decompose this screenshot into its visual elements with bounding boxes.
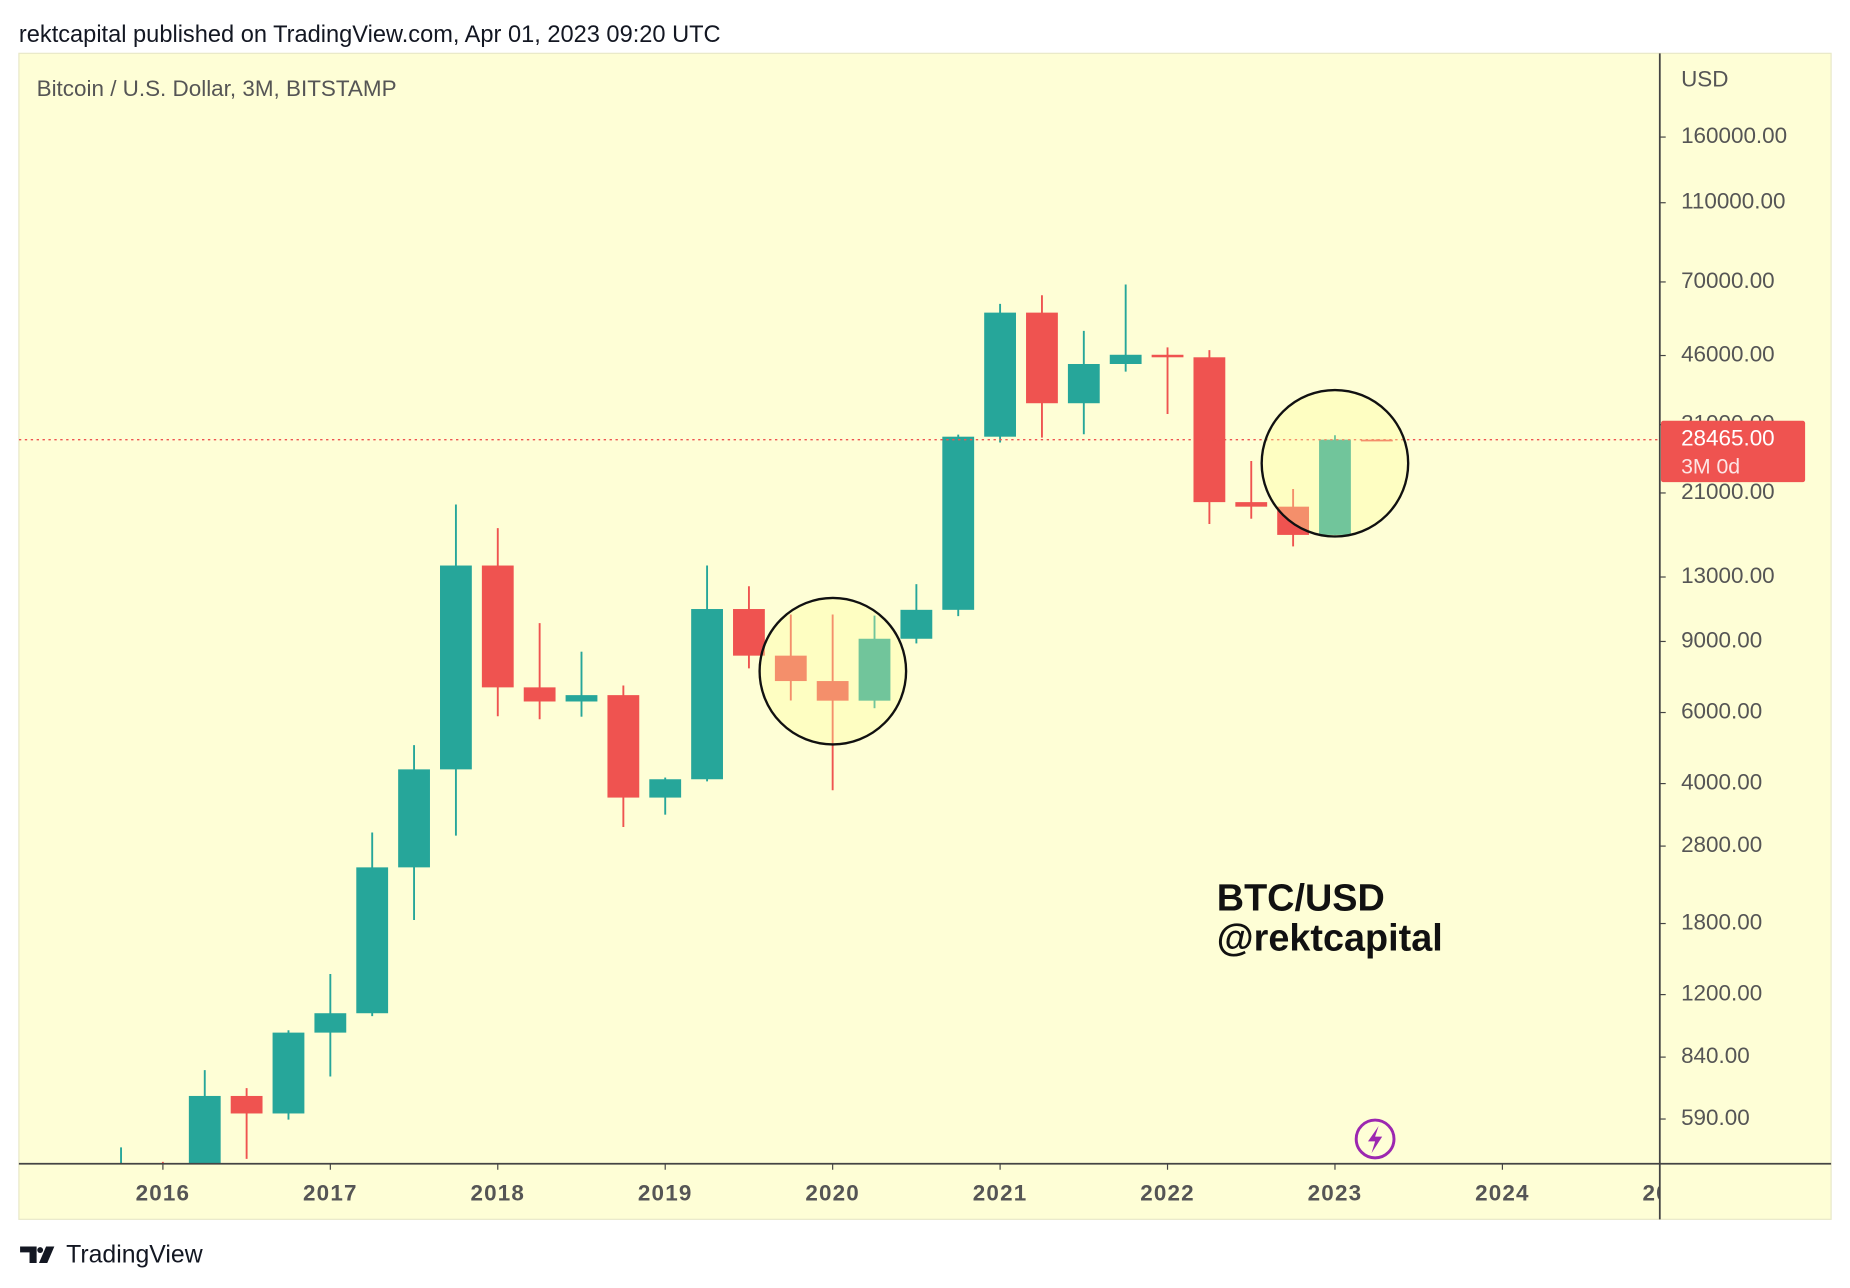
x-tick-label: 2017 (303, 1180, 358, 1205)
x-axis: 2016 2017 2018 2019 2020 2021 2022 2023 2024 2025 (136, 1163, 1698, 1205)
candle-body (607, 695, 640, 798)
x-tick-label: 2021 (973, 1180, 1028, 1205)
candle-body (314, 1013, 347, 1033)
candle-body (1151, 354, 1184, 358)
candle-body (1193, 357, 1226, 503)
candle-body (565, 695, 598, 702)
candle-body (1026, 312, 1058, 404)
candle-body (356, 867, 389, 1014)
highlight-circle (1260, 388, 1410, 538)
candle-body (984, 312, 1016, 437)
candle-body (398, 769, 430, 868)
annotation-text: @rektcapital (1217, 918, 1443, 960)
plot-area (18, 284, 1660, 1164)
y-axis: 590.00 840.00 1200.00 1800.00 2800.00 4000.00… (1659, 123, 1787, 1130)
candle-body (188, 1095, 221, 1164)
last-price-box (1660, 420, 1806, 483)
y-tick-label: 2800.00 (1681, 832, 1762, 857)
y-tick-label: 840.00 (1681, 1043, 1750, 1068)
y-tick-label: 9000.00 (1681, 627, 1762, 652)
candle-body (733, 609, 765, 656)
x-tick-label: 2020 (805, 1180, 860, 1205)
candle-body (1067, 364, 1100, 404)
y-tick-label: 1800.00 (1681, 909, 1762, 934)
annotation-text: BTC/USD (1217, 877, 1385, 919)
candle-body (523, 687, 556, 702)
candle-body (900, 609, 933, 639)
y-tick-label: 21000.00 (1681, 479, 1775, 504)
y-tick-label: 160000.00 (1681, 123, 1787, 148)
candle-body (1319, 439, 1351, 535)
tradingview-logo[interactable]: TradingView (20, 1241, 203, 1268)
x-tick-label: 2022 (1140, 1180, 1195, 1205)
candle-body (691, 609, 723, 780)
y-tick-label: 590.00 (1681, 1105, 1750, 1130)
candle-body (858, 638, 891, 701)
y-tick-label: 110000.00 (1681, 189, 1785, 214)
x-tick-label: 2019 (638, 1180, 693, 1205)
x-tick-label: 2016 (136, 1180, 191, 1205)
x-tick-label: 2018 (470, 1180, 525, 1205)
candle-body (230, 1095, 263, 1114)
y-tick-label: 1200.00 (1681, 981, 1762, 1006)
x-tick-label: 2024 (1475, 1180, 1530, 1205)
candle-body (1235, 502, 1268, 507)
candle-body (816, 681, 849, 701)
candle-body (440, 565, 472, 770)
lightning-icon[interactable] (1354, 1118, 1396, 1160)
publish-header: rektcapital published on TradingView.com… (19, 22, 721, 48)
y-tick-label: 13000.00 (1681, 563, 1775, 588)
last-price-label: 28465.00 (1681, 426, 1775, 451)
candle-body (1109, 354, 1142, 365)
y-tick-label: 4000.00 (1681, 770, 1762, 795)
y-tick-label: 46000.00 (1681, 341, 1775, 366)
candle-body (1360, 439, 1393, 442)
candle-body (272, 1032, 305, 1114)
x-tick-label: 2023 (1308, 1180, 1363, 1205)
y-tick-label: 70000.00 (1681, 268, 1775, 293)
chart-title: Bitcoin / U.S. Dollar, 3M, BITSTAMP (37, 76, 397, 101)
candle-body (481, 565, 514, 688)
bar-countdown: 3M 0d (1681, 455, 1740, 479)
highlight-circle (758, 596, 908, 746)
candle-body (774, 655, 807, 682)
candle-body (649, 779, 682, 798)
y-tick-label: 6000.00 (1681, 698, 1762, 723)
y-axis-label: USD (1681, 66, 1728, 91)
candle-body (942, 436, 975, 610)
x-tick-label: 2025 (1643, 1180, 1698, 1205)
footer-brand: TradingView (66, 1241, 203, 1268)
